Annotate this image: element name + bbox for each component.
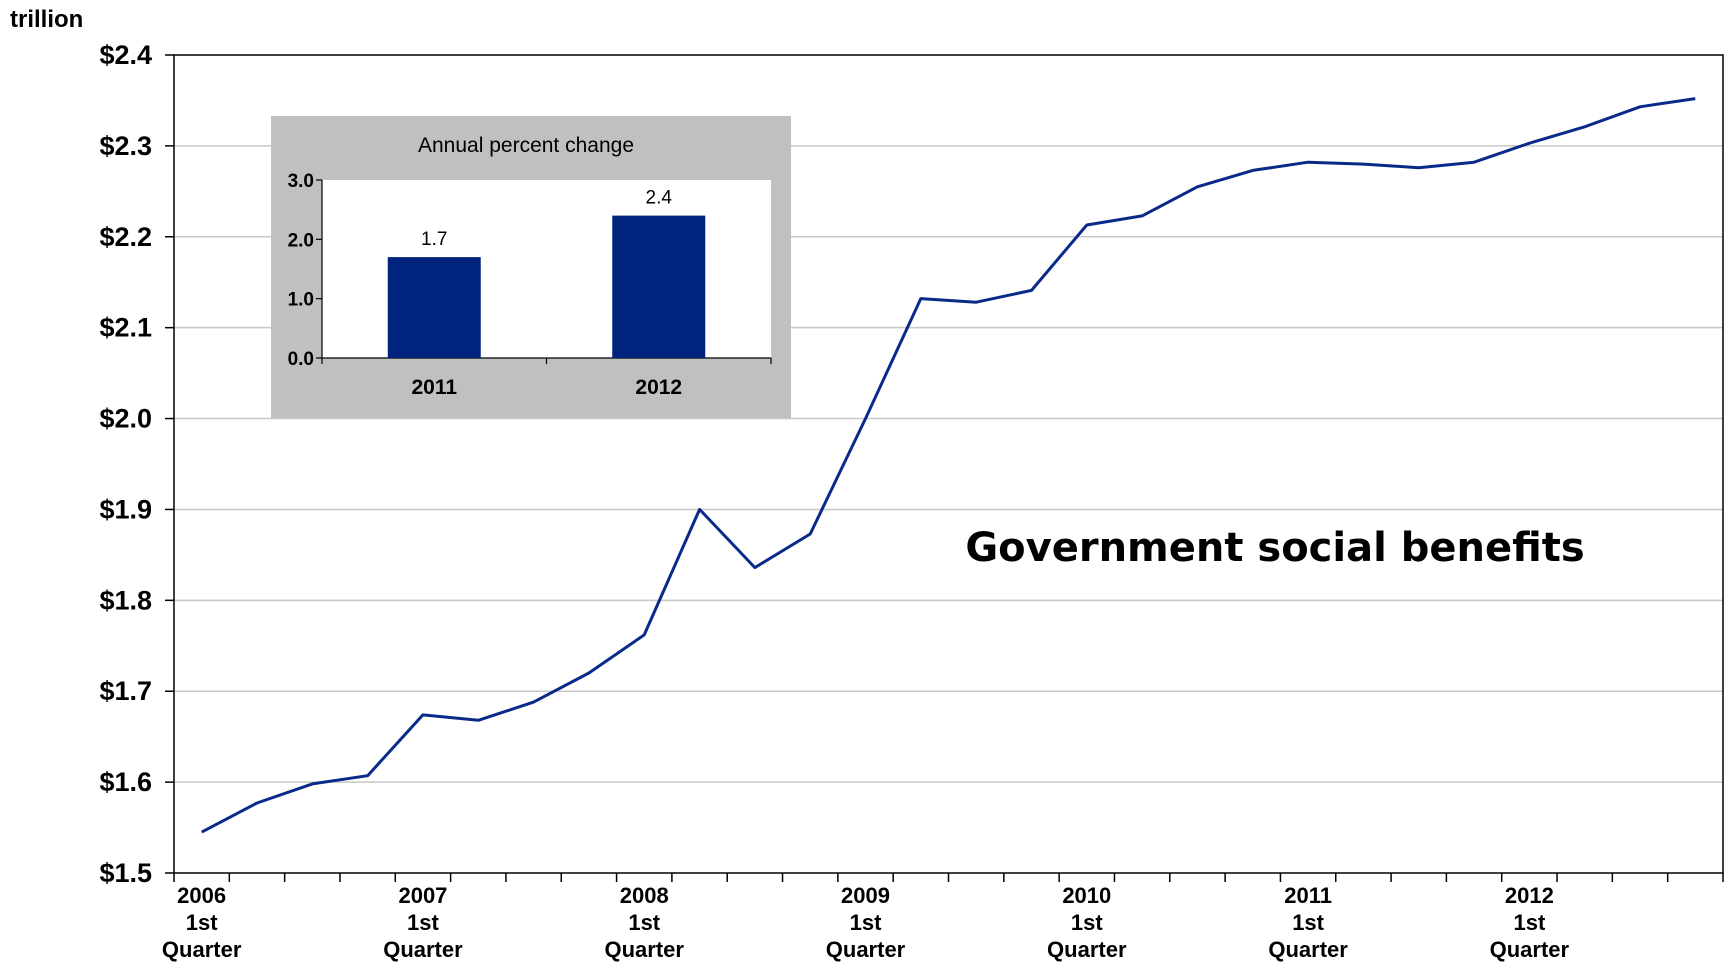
inset-category-label: 2011 (411, 376, 457, 399)
inset-y-tick-label: 2.0 (288, 230, 314, 251)
x-tick-label-line3: Quarter (1047, 937, 1127, 962)
inset-marks: 0.0 1.0 2.0 3.0 1.7 2011 2.4 2012 (288, 171, 772, 399)
x-tick-label-line3: Quarter (1268, 937, 1348, 962)
x-tick-label-year: 2006 (177, 883, 226, 908)
inset-bar (387, 257, 481, 358)
inset-y-tick-label: 1.0 (288, 290, 314, 311)
inset-bar-value-label: 1.7 (421, 229, 447, 250)
y-tick-label: $2.1 (99, 313, 152, 343)
y-tick-label: $2.2 (99, 222, 152, 252)
x-tick-label-line2: 1st (186, 910, 218, 935)
y-tick-label: $1.5 (99, 858, 152, 888)
inset-title: Annual percent change (418, 134, 634, 157)
y-tick-label: $2.0 (99, 404, 152, 434)
x-tick-label-line2: 1st (1071, 910, 1103, 935)
x-tick-label-line2: 1st (628, 910, 660, 935)
annotation-label: Government social benefits (965, 525, 1584, 571)
inset-bar-value-label: 2.4 (646, 188, 673, 209)
y-axis-ticks: $1.5 $1.6 $1.7 $1.8 $1.9 $2.0 $2.1 $2.2 $2.3 $2.4 (99, 40, 174, 888)
x-tick-label-line2: 1st (1513, 910, 1545, 935)
series-line (201, 97, 1696, 834)
series-line-group (201, 97, 1696, 834)
y-tick-label: $2.4 (99, 40, 152, 70)
inset-y-tick-label: 0.0 (288, 349, 314, 370)
x-tick-label-year: 2012 (1505, 883, 1554, 908)
inset-category-label: 2012 (635, 376, 682, 399)
x-tick-label-line2: 1st (407, 910, 439, 935)
inset-bar (612, 215, 706, 358)
y-tick-label: $1.8 (99, 585, 152, 615)
x-tick-label-line2: 1st (850, 910, 882, 935)
x-tick-label-year: 2011 (1284, 883, 1332, 908)
x-tick-label-line3: Quarter (1490, 937, 1570, 962)
x-tick-label-line3: Quarter (383, 937, 463, 962)
x-axis-ticks: 20061stQuarter20071stQuarter20081stQuart… (162, 873, 1724, 962)
x-tick-label-line3: Quarter (604, 937, 684, 962)
y-tick-label: $2.3 (99, 131, 152, 161)
x-tick-label-year: 2010 (1062, 883, 1111, 908)
x-tick-label-line3: Quarter (162, 937, 242, 962)
x-tick-label-year: 2007 (398, 883, 447, 908)
y-tick-label: $1.9 (99, 494, 152, 524)
y-tick-label: $1.6 (99, 767, 152, 797)
unit-label: trillion (10, 6, 83, 33)
y-tick-label: $1.7 (99, 676, 152, 706)
inset-y-tick-label: 3.0 (288, 171, 314, 192)
inset-bar-chart: Annual percent change 0.0 1.0 2.0 3.0 1.7 201… (271, 116, 791, 418)
x-tick-label-line3: Quarter (826, 937, 906, 962)
x-tick-label-year: 2009 (841, 883, 890, 908)
x-tick-label-year: 2008 (620, 883, 669, 908)
x-tick-label-line2: 1st (1292, 910, 1324, 935)
